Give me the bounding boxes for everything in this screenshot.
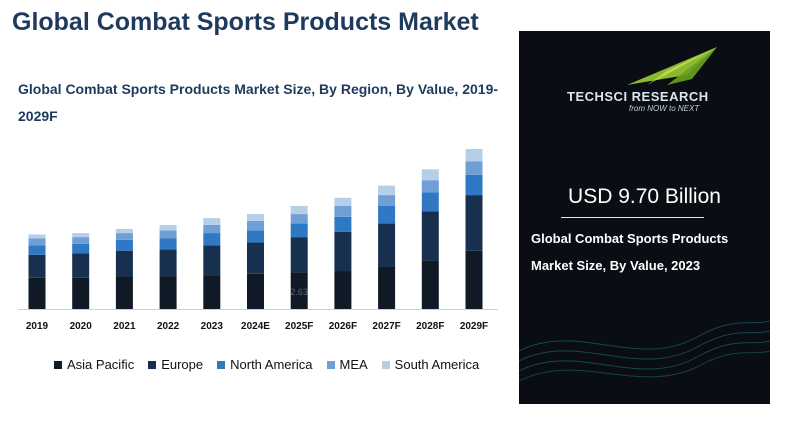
brand-name: TECHSCI RESEARCH xyxy=(567,89,709,104)
bar-segment xyxy=(378,266,396,309)
market-value-description: Global Combat Sports Products Market Siz… xyxy=(531,231,729,273)
legend-swatch xyxy=(54,360,62,369)
legend-item: North America xyxy=(217,357,313,372)
bar-segment xyxy=(159,230,177,239)
bar-segment xyxy=(115,250,133,277)
brand-tagline: from NOW to NEXT xyxy=(629,104,700,113)
bar-segment xyxy=(334,271,352,309)
bar-segment xyxy=(72,233,90,238)
bar-segment xyxy=(159,249,177,277)
bar-segment xyxy=(334,205,352,217)
bar-segment xyxy=(421,169,439,181)
legend-label: Europe xyxy=(161,357,204,372)
bar-segment xyxy=(159,238,177,250)
stacked-bar-chart: 2019 2020 2021 2022 2023 2024E 2025F 2026F 2027F… xyxy=(18,149,498,332)
bar-segment xyxy=(28,254,46,278)
bar-segment xyxy=(247,214,264,221)
bar-segment xyxy=(247,220,264,231)
legend-label: Asia Pacific xyxy=(67,357,135,372)
bar-segment xyxy=(290,205,308,215)
bar-segment xyxy=(28,245,46,255)
bar-segment xyxy=(115,229,133,234)
bar-segment xyxy=(28,277,46,309)
bar-segment xyxy=(290,237,308,273)
bar-segment xyxy=(290,272,308,309)
bar-segment xyxy=(203,275,221,309)
bar-segment xyxy=(247,242,264,274)
bar-segment xyxy=(203,245,221,276)
bar-segment xyxy=(115,233,133,240)
bar-segment xyxy=(465,174,483,196)
bar-segment xyxy=(159,224,177,231)
highlight-panel: TECHSCI RESEARCH from NOW to NEXT USD 9.… xyxy=(519,31,770,404)
bar-segment xyxy=(465,161,483,175)
chart-legend: Asia Pacific Europe North America MEA South … xyxy=(54,357,479,372)
bar-segment xyxy=(465,149,483,162)
bar-segment xyxy=(334,216,352,232)
bar-segment xyxy=(203,224,221,234)
bar-segment xyxy=(334,231,352,272)
x-tick-label: 2020 xyxy=(70,321,93,332)
bar-segment xyxy=(115,276,133,309)
bar-segment xyxy=(28,238,46,246)
chart-title: Global Combat Sports Products Market Siz… xyxy=(18,81,499,124)
x-tick-label: 2024E xyxy=(241,321,270,332)
bar-segment xyxy=(421,211,439,261)
legend-swatch xyxy=(326,360,335,369)
x-tick-label: 2026F xyxy=(329,321,357,332)
data-annotation: 2.63 xyxy=(290,287,308,297)
bar-segment xyxy=(334,197,352,206)
legend-item: MEA xyxy=(326,357,368,372)
legend-item: Asia Pacific xyxy=(54,357,134,372)
bar-segment xyxy=(290,214,308,224)
x-tick-label: 2027F xyxy=(372,321,400,332)
legend-swatch xyxy=(217,360,226,369)
bar-segment xyxy=(72,243,90,254)
bar-segment xyxy=(203,233,221,246)
bar-segment xyxy=(421,180,439,193)
legend-swatch xyxy=(381,360,390,369)
logo-arrow-icon xyxy=(627,47,717,85)
legend-label: MEA xyxy=(339,357,368,372)
x-tick-label: 2021 xyxy=(113,321,136,332)
bar-segment xyxy=(378,195,396,206)
bar-segment xyxy=(421,192,439,212)
bar-segment xyxy=(378,205,396,224)
bar-segment xyxy=(72,253,90,278)
bar-segment xyxy=(28,234,46,239)
bar-segment xyxy=(378,223,396,267)
x-tick-label: 2028F xyxy=(416,321,444,332)
x-tick-label: 2025F xyxy=(285,321,313,332)
bar-segment xyxy=(421,260,439,309)
legend-item: South America xyxy=(381,357,480,372)
bar-segment xyxy=(247,230,264,243)
legend-item: Europe xyxy=(148,357,203,372)
x-tick-label: 2023 xyxy=(201,321,224,332)
wave-background-icon xyxy=(519,320,770,382)
x-tick-label: 2022 xyxy=(157,321,180,332)
divider xyxy=(561,217,704,218)
bar-segment xyxy=(465,195,483,251)
market-value: USD 9.70 Billion xyxy=(568,185,721,208)
bar-segment xyxy=(115,239,133,251)
bar-segment xyxy=(203,218,221,225)
legend-label: North America xyxy=(230,357,313,372)
bar-segment xyxy=(290,223,308,238)
bar-segment xyxy=(247,273,264,309)
bar-segment xyxy=(72,277,90,309)
legend-label: South America xyxy=(394,357,480,372)
bar-segment xyxy=(159,276,177,309)
legend-swatch xyxy=(148,360,157,369)
bar-segment xyxy=(465,250,483,309)
x-tick-label: 2029F xyxy=(460,321,488,332)
techsci-logo: TECHSCI RESEARCH from NOW to NEXT xyxy=(567,45,727,115)
x-tick-label: 2019 xyxy=(26,321,49,332)
page-title: Global Combat Sports Products Market xyxy=(12,8,479,36)
bar-segment xyxy=(72,237,90,244)
bar-segment xyxy=(378,185,396,196)
